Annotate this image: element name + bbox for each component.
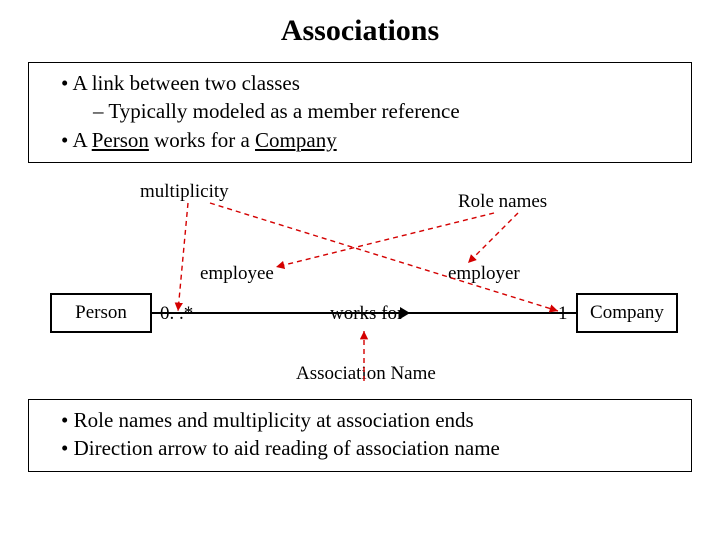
class-label: Company — [590, 302, 664, 324]
diagram-svg — [28, 163, 692, 389]
bottom-text-box: • Role names and multiplicity at associa… — [28, 399, 692, 472]
bullet-1-sub: – Typically modeled as a member referenc… — [39, 97, 681, 125]
bullet-text: Role names and multiplicity at associati… — [74, 408, 474, 432]
slide-title: Associations — [0, 0, 720, 48]
bullet-marker: • — [61, 128, 72, 152]
bullet-1: • A link between two classes — [39, 69, 681, 97]
role-left-label: employee — [200, 263, 274, 285]
callout-arrow — [210, 203, 558, 311]
bullet-marker: • — [61, 436, 74, 460]
multiplicity-left-label: 0. .* — [160, 303, 193, 325]
bullet-marker: – — [93, 99, 108, 123]
underlined-company: Company — [255, 128, 337, 152]
multiplicity-annotation: multiplicity — [140, 181, 229, 203]
bullet-text: Typically modeled as a member reference — [108, 99, 459, 123]
bullet-marker: • — [61, 71, 72, 95]
association-name-label: works for — [330, 303, 403, 325]
company-class-box: Company — [576, 293, 678, 333]
bottom-bullet-2: • Direction arrow to aid reading of asso… — [39, 434, 681, 462]
callout-arrow — [178, 203, 188, 311]
bullet-text-part: works for a — [149, 128, 255, 152]
underlined-person: Person — [92, 128, 149, 152]
multiplicity-right-label: 1 — [558, 303, 568, 325]
person-class-box: Person — [50, 293, 152, 333]
callout-arrow — [276, 213, 494, 267]
bullet-text: A link between two classes — [72, 71, 299, 95]
bullet-2: • A Person works for a Company — [39, 126, 681, 154]
callout-arrows — [178, 203, 558, 381]
bullet-marker: • — [61, 408, 74, 432]
role-names-annotation: Role names — [458, 191, 547, 213]
bottom-bullet-1: • Role names and multiplicity at associa… — [39, 406, 681, 434]
role-right-label: employer — [448, 263, 520, 285]
bullet-text-part: A — [72, 128, 91, 152]
association-name-annotation: Association Name — [296, 363, 436, 385]
uml-diagram: Person Company 0. .* 1 employee employer… — [28, 163, 692, 389]
top-text-box: • A link between two classes – Typically… — [28, 62, 692, 163]
class-label: Person — [75, 302, 127, 324]
callout-arrow — [468, 213, 518, 263]
bullet-text: Direction arrow to aid reading of associ… — [74, 436, 500, 460]
